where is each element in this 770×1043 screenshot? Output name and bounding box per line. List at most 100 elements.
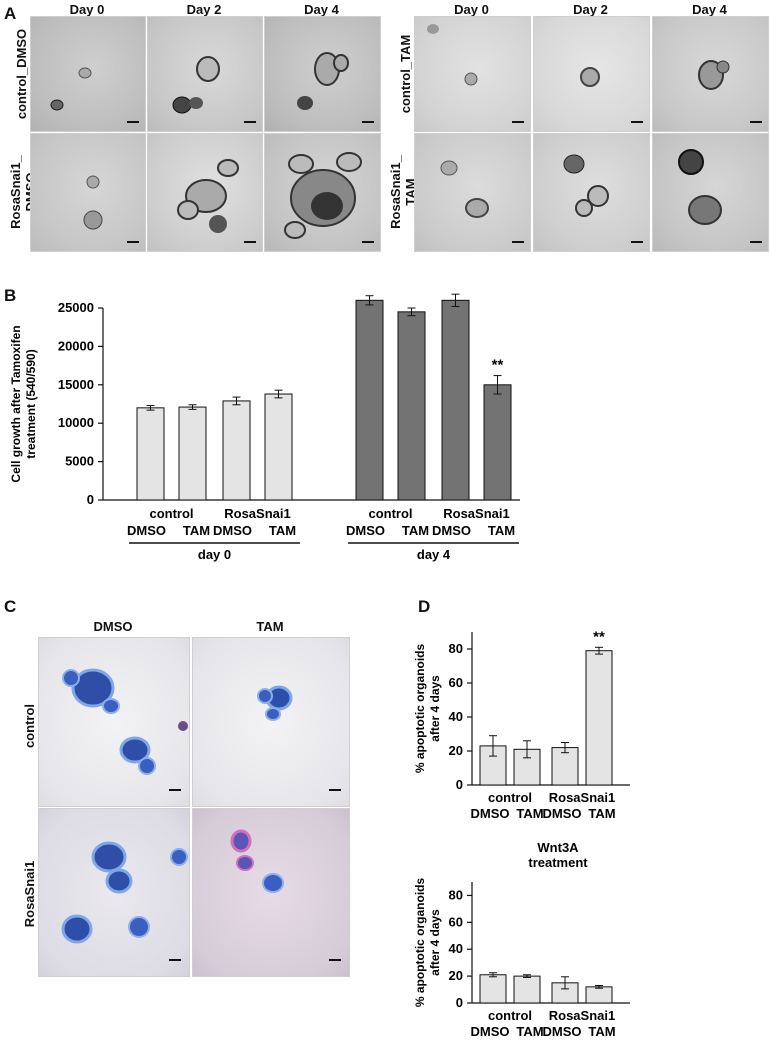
chart-d-bottom-category-label-1-1: TAM	[588, 1024, 615, 1039]
chart-d-top-category-label-1-1: TAM	[588, 806, 615, 821]
panel-a-left-col-day4: Day 4	[304, 2, 339, 17]
chart-d-bottom-subgroup-label-0: control	[488, 1008, 532, 1023]
chart-b-category-label-1-0-0: DMSO	[346, 523, 385, 538]
micrograph-control-tam-day2	[533, 16, 650, 132]
chart-b-category-label-0-0-0: DMSO	[127, 523, 166, 538]
panel-label-c: C	[4, 597, 17, 616]
panel-c-col-tam: TAM	[256, 619, 284, 634]
chart-b-ytick-label-2: 10000	[58, 415, 94, 430]
chart-d-bottom-category-label-0-0: DMSO	[471, 1024, 510, 1039]
chart-b-bar-4	[355, 299, 384, 501]
stain-control-tam	[192, 637, 350, 807]
chart-b-bar-0	[136, 407, 165, 501]
chart-d-top-ytick-label-2: 40	[449, 709, 463, 724]
chart-b-ytick-label-0: 0	[87, 492, 94, 507]
chart-b-group-label-1: day 4	[417, 547, 451, 562]
chart-b-bar-5	[397, 311, 426, 501]
panel-a-left-col-day2: Day 2	[186, 2, 222, 17]
micrograph-rosasnai1-dmso-day4	[264, 133, 381, 252]
chart-d-bottom-ytick-label-4: 80	[449, 887, 463, 902]
chart-d-bottom-subgroup-label-1: RosaSnai1	[549, 1008, 615, 1023]
chart-b-category-label-1-0-1: TAM	[402, 523, 429, 538]
chart-b-ylabel-line-0: Cell growth after Tamoxifen	[9, 325, 23, 482]
chart-d-bottom-category-label-1-0: DMSO	[543, 1024, 582, 1039]
panel-c-row-control: control	[22, 703, 37, 749]
chart-d-top-ytick-label-3: 60	[449, 675, 463, 690]
chart-d-bottom-category-label-0-1: TAM	[516, 1024, 543, 1039]
chart-d-top-ylabel-line-1: after 4 days	[428, 675, 442, 742]
chart-b-subgroup-label-1-1: RosaSnai1	[443, 506, 509, 521]
stain-rosasnai1-tam	[192, 808, 350, 977]
panel-a-left-col-day0: Day 0	[69, 2, 105, 17]
panel-c-row-rosasnai1: RosaSnai1	[22, 860, 37, 928]
chart-d-bottom: 0 20 40 60 80 % apoptotic organoids after 4 da…	[413, 840, 630, 1039]
chart-d-bottom-ylabel-line-1: after 4 days	[428, 909, 442, 976]
chart-d-top-ytick-label-0: 0	[456, 777, 463, 792]
chart-d-top-annotation-0: **	[593, 628, 605, 645]
chart-b-bar-2	[222, 400, 251, 501]
chart-d-bottom-bar-1	[513, 975, 541, 1004]
chart-d-top-subgroup-label-1: RosaSnai1	[549, 790, 615, 805]
panel-label-b: B	[4, 286, 17, 305]
chart-d-bottom-ytick-label-1: 20	[449, 968, 463, 983]
chart-b-bar-7	[483, 384, 512, 501]
chart-b-ytick-label-1: 5000	[65, 454, 94, 469]
chart-d-top-ytick-label-4: 80	[449, 641, 463, 656]
chart-d-bottom-title-line-1: treatment	[528, 855, 588, 870]
chart-d-top: 0 20 40 60 80 % apoptotic organoids after 4 da…	[413, 628, 630, 821]
micrograph-rosasnai1-tam-day0	[414, 133, 531, 252]
chart-d-top-category-label-0-1: TAM	[516, 806, 543, 821]
chart-b-ylabel-line-1: treatment (540/590)	[24, 349, 38, 458]
chart-b-category-label-0-1-1: TAM	[269, 523, 296, 538]
micrograph-control-dmso-day2	[147, 16, 263, 132]
stain-control-dmso	[38, 637, 190, 807]
chart-d-bottom-ytick-label-0: 0	[456, 995, 463, 1010]
chart-b-subgroup-label-1-0: control	[368, 506, 412, 521]
micrograph-control-dmso-day4	[264, 16, 381, 132]
chart-b-subgroup-label-0-0: control	[149, 506, 193, 521]
chart-d-bottom-bar-3	[585, 986, 613, 1004]
chart-d-top-ytick-label-1: 20	[449, 743, 463, 758]
chart-d-top-bar-2	[551, 747, 579, 786]
chart-b-ytick-label-5: 25000	[58, 300, 94, 315]
chart-b-group-label-0: day 0	[198, 547, 231, 562]
chart-b-category-label-1-1-1: TAM	[488, 523, 515, 538]
stain-rosasnai1-dmso	[38, 808, 190, 977]
chart-b-category-label-0-1-0: DMSO	[213, 523, 252, 538]
chart-d-bottom-ytick-label-2: 40	[449, 941, 463, 956]
panel-c-col-dmso: DMSO	[93, 619, 133, 634]
micrograph-rosasnai1-tam-day4	[652, 133, 769, 252]
chart-b-bar-1	[178, 406, 207, 501]
chart-d-top-category-label-1-0: DMSO	[543, 806, 582, 821]
chart-b-category-label-0-0-1: TAM	[183, 523, 210, 538]
chart-b-bar-3	[264, 393, 293, 501]
micrograph-control-tam-day0	[414, 16, 531, 132]
micrograph-control-tam-day4	[652, 16, 769, 132]
chart-d-bottom-bar-0	[479, 974, 507, 1004]
panel-a-row-control-tam: control_TAM	[398, 34, 413, 114]
chart-d-bottom-ylabel-line-0: % apoptotic organoids	[413, 878, 427, 1008]
micrograph-control-dmso-day0	[30, 16, 146, 132]
chart-b-category-label-1-1-0: DMSO	[432, 523, 471, 538]
chart-d-top-category-label-0-0: DMSO	[471, 806, 510, 821]
chart-b: 0 5000 10000 15000 20000 25000 Cell growth aft…	[9, 293, 520, 562]
chart-d-top-ylabel-line-0: % apoptotic organoids	[413, 644, 427, 774]
panel-a-row-control-dmso: control_DMSO	[14, 28, 29, 120]
chart-b-bar-6	[441, 299, 470, 501]
chart-d-top-bar-3	[585, 650, 613, 786]
chart-d-bottom-ytick-label-3: 60	[449, 914, 463, 929]
chart-b-ytick-label-4: 20000	[58, 338, 94, 353]
chart-d-bottom-title-line-0: Wnt3A	[537, 840, 579, 855]
chart-b-ytick-label-3: 15000	[58, 377, 94, 392]
panel-a-right-col-day0: Day 0	[454, 2, 489, 17]
micrograph-rosasnai1-tam-day2	[533, 133, 650, 252]
panel-label-a: A	[4, 4, 17, 23]
panel-a-right-col-day4: Day 4	[692, 2, 727, 17]
chart-d-top-subgroup-label-0: control	[488, 790, 532, 805]
chart-b-subgroup-label-0-1: RosaSnai1	[224, 506, 290, 521]
panel-a-right-col-day2: Day 2	[573, 2, 608, 17]
panel-label-d: D	[418, 597, 431, 616]
chart-b-annotation-0: **	[492, 357, 504, 374]
micrograph-rosasnai1-dmso-day0	[30, 133, 146, 252]
micrograph-rosasnai1-dmso-day2	[147, 133, 263, 252]
